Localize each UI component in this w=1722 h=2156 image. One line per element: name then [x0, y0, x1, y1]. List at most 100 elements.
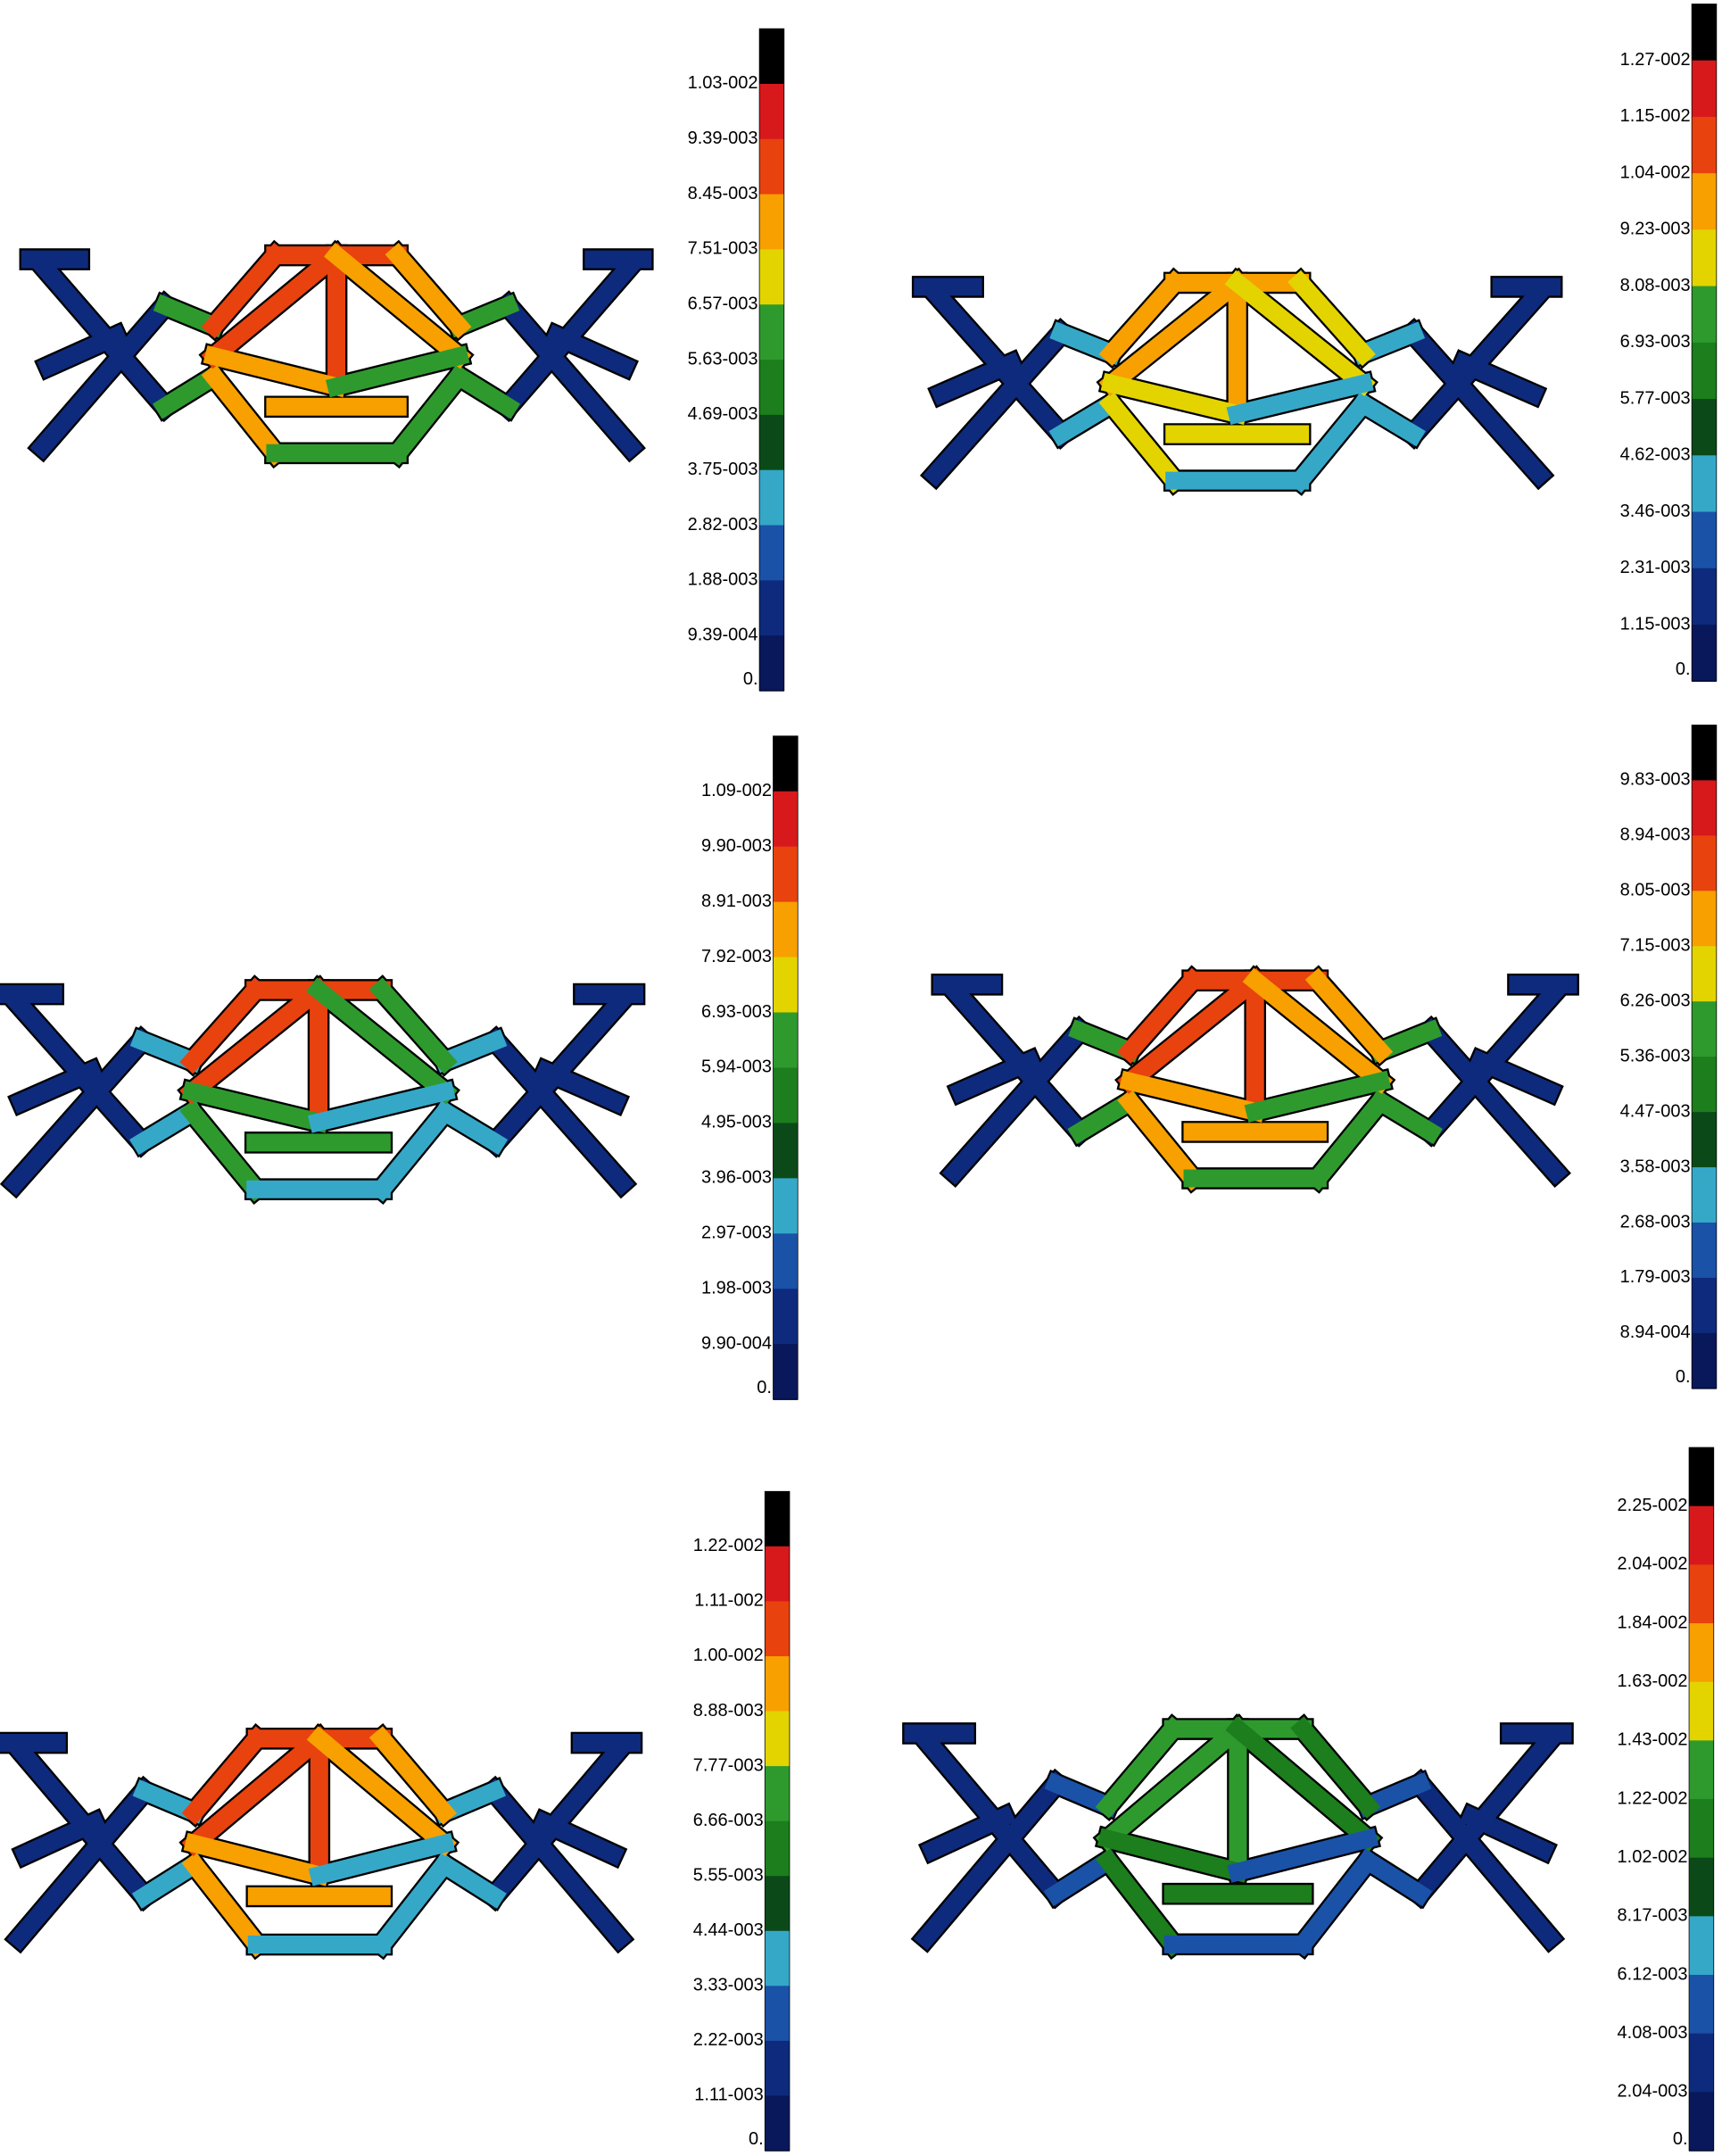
- legend-label: 1.79-003: [1620, 1267, 1691, 1287]
- legend-label: 1.27-002: [1620, 50, 1691, 70]
- legend-label: 3.75-003: [688, 460, 758, 479]
- legend-band: [773, 957, 799, 1014]
- legend-band: [1692, 342, 1717, 400]
- legend-frame: [1691, 725, 1718, 1389]
- legend-band: [759, 29, 784, 85]
- panel: 1.22-002 1.11-002 1.00-002 8.88-003 7.77-003…: [0, 1490, 791, 2152]
- legend-band: [1692, 1222, 1717, 1279]
- legend-label: 0.: [743, 669, 758, 689]
- legend-label: 2.82-003: [688, 515, 758, 535]
- legend-band: [765, 2040, 790, 2097]
- member: [368, 977, 458, 1074]
- member: [179, 977, 269, 1074]
- legend-label: 6.26-003: [1620, 991, 1691, 1010]
- legend-band: [1692, 1001, 1717, 1057]
- legend-label: 7.77-003: [693, 1755, 764, 1775]
- legend-band: [765, 1876, 790, 1932]
- legend-band: [773, 1012, 799, 1069]
- member: [1095, 1716, 1186, 1819]
- legend-frame: [764, 1490, 791, 2152]
- legend-band: [1692, 116, 1717, 174]
- structure: [0, 974, 646, 1206]
- member: [37, 324, 128, 378]
- member: [1095, 1716, 1251, 1852]
- member: [1304, 967, 1394, 1065]
- member: [1098, 270, 1188, 367]
- legend-label: 0.: [1676, 1367, 1691, 1387]
- legend-band: [1692, 1057, 1717, 1113]
- member: [1117, 967, 1268, 1094]
- legend-label: 0.: [757, 1378, 772, 1397]
- member: [6, 1779, 157, 1952]
- legend-label: 6.12-003: [1618, 1964, 1688, 1984]
- legend-band: [1689, 2092, 1714, 2152]
- member: [1117, 967, 1205, 1065]
- legend-label: 1.15-003: [1620, 614, 1691, 634]
- legend-band: [1692, 229, 1717, 287]
- member: [1290, 1848, 1381, 1957]
- member: [1400, 320, 1552, 487]
- legend-label: 1.84-002: [1618, 1613, 1688, 1632]
- legend-band: [759, 304, 784, 361]
- member: [308, 1832, 456, 1886]
- member: [1043, 1848, 1121, 1907]
- structure: [19, 239, 654, 469]
- legend-label: 9.83-003: [1620, 770, 1691, 790]
- member: [368, 1726, 457, 1825]
- legend-label: 2.31-003: [1620, 558, 1691, 577]
- legend-label: 1.88-003: [688, 570, 758, 590]
- legend-label: 0.: [1673, 2129, 1688, 2149]
- member: [306, 1726, 457, 1857]
- panel: 1.09-002 9.90-003 8.91-003 7.92-003 6.93-003…: [0, 735, 799, 1400]
- legend-label: 6.93-003: [1620, 332, 1691, 352]
- legend-band: [759, 414, 784, 471]
- legend-band: [1689, 1740, 1714, 1800]
- legend-band: [1692, 946, 1717, 1002]
- panel: 1.27-002 1.15-002 1.04-002 9.23-003 8.08-003…: [911, 4, 1718, 682]
- member: [323, 243, 472, 369]
- legend-label: 3.33-003: [693, 1976, 764, 1995]
- member: [1287, 391, 1376, 493]
- legend-band: [765, 1655, 790, 1712]
- legend-label: 5.77-003: [1620, 388, 1691, 408]
- legend-band: [773, 846, 799, 903]
- member: [1304, 1089, 1394, 1191]
- legend-band: [1689, 1916, 1714, 1976]
- legend-label: 1.22-002: [693, 1536, 764, 1555]
- legend-band: [765, 1766, 790, 1822]
- legend-label: 9.23-003: [1620, 220, 1691, 239]
- legend-label: 2.04-002: [1618, 1555, 1688, 1574]
- member: [1067, 1089, 1143, 1145]
- member: [1242, 967, 1394, 1094]
- legend-band: [1692, 835, 1717, 892]
- member: [1355, 1848, 1433, 1907]
- legend-label: 8.88-003: [693, 1701, 764, 1721]
- legend-band: [773, 1123, 799, 1180]
- member: [385, 242, 472, 339]
- legend-label: 1.43-002: [1618, 1730, 1688, 1750]
- legend-band: [1689, 1975, 1714, 2035]
- legend-label: 8.17-003: [1618, 1906, 1688, 1926]
- member: [432, 1852, 507, 1909]
- legend-band: [1692, 780, 1717, 837]
- legend-label: 4.47-003: [1620, 1101, 1691, 1121]
- member: [1225, 1716, 1381, 1852]
- member: [1460, 1804, 1555, 1862]
- legend-band: [1692, 286, 1717, 344]
- legend-label: 9.39-003: [688, 129, 758, 148]
- member: [1418, 1018, 1569, 1185]
- legend-label: 0.: [1676, 659, 1691, 679]
- member: [203, 345, 348, 398]
- legend-frame: [758, 28, 785, 692]
- member: [307, 1081, 456, 1133]
- legend-label: 8.91-003: [701, 891, 772, 911]
- legend-label: 9.90-003: [701, 836, 772, 856]
- legend-label: 3.46-003: [1620, 502, 1691, 521]
- member: [201, 242, 288, 339]
- member: [129, 1099, 205, 1156]
- member: [1452, 352, 1545, 406]
- legend-band: [1692, 4, 1717, 62]
- legend-label: 2.97-003: [701, 1223, 772, 1243]
- legend-band: [1689, 1799, 1714, 1859]
- legend-band: [1692, 511, 1717, 569]
